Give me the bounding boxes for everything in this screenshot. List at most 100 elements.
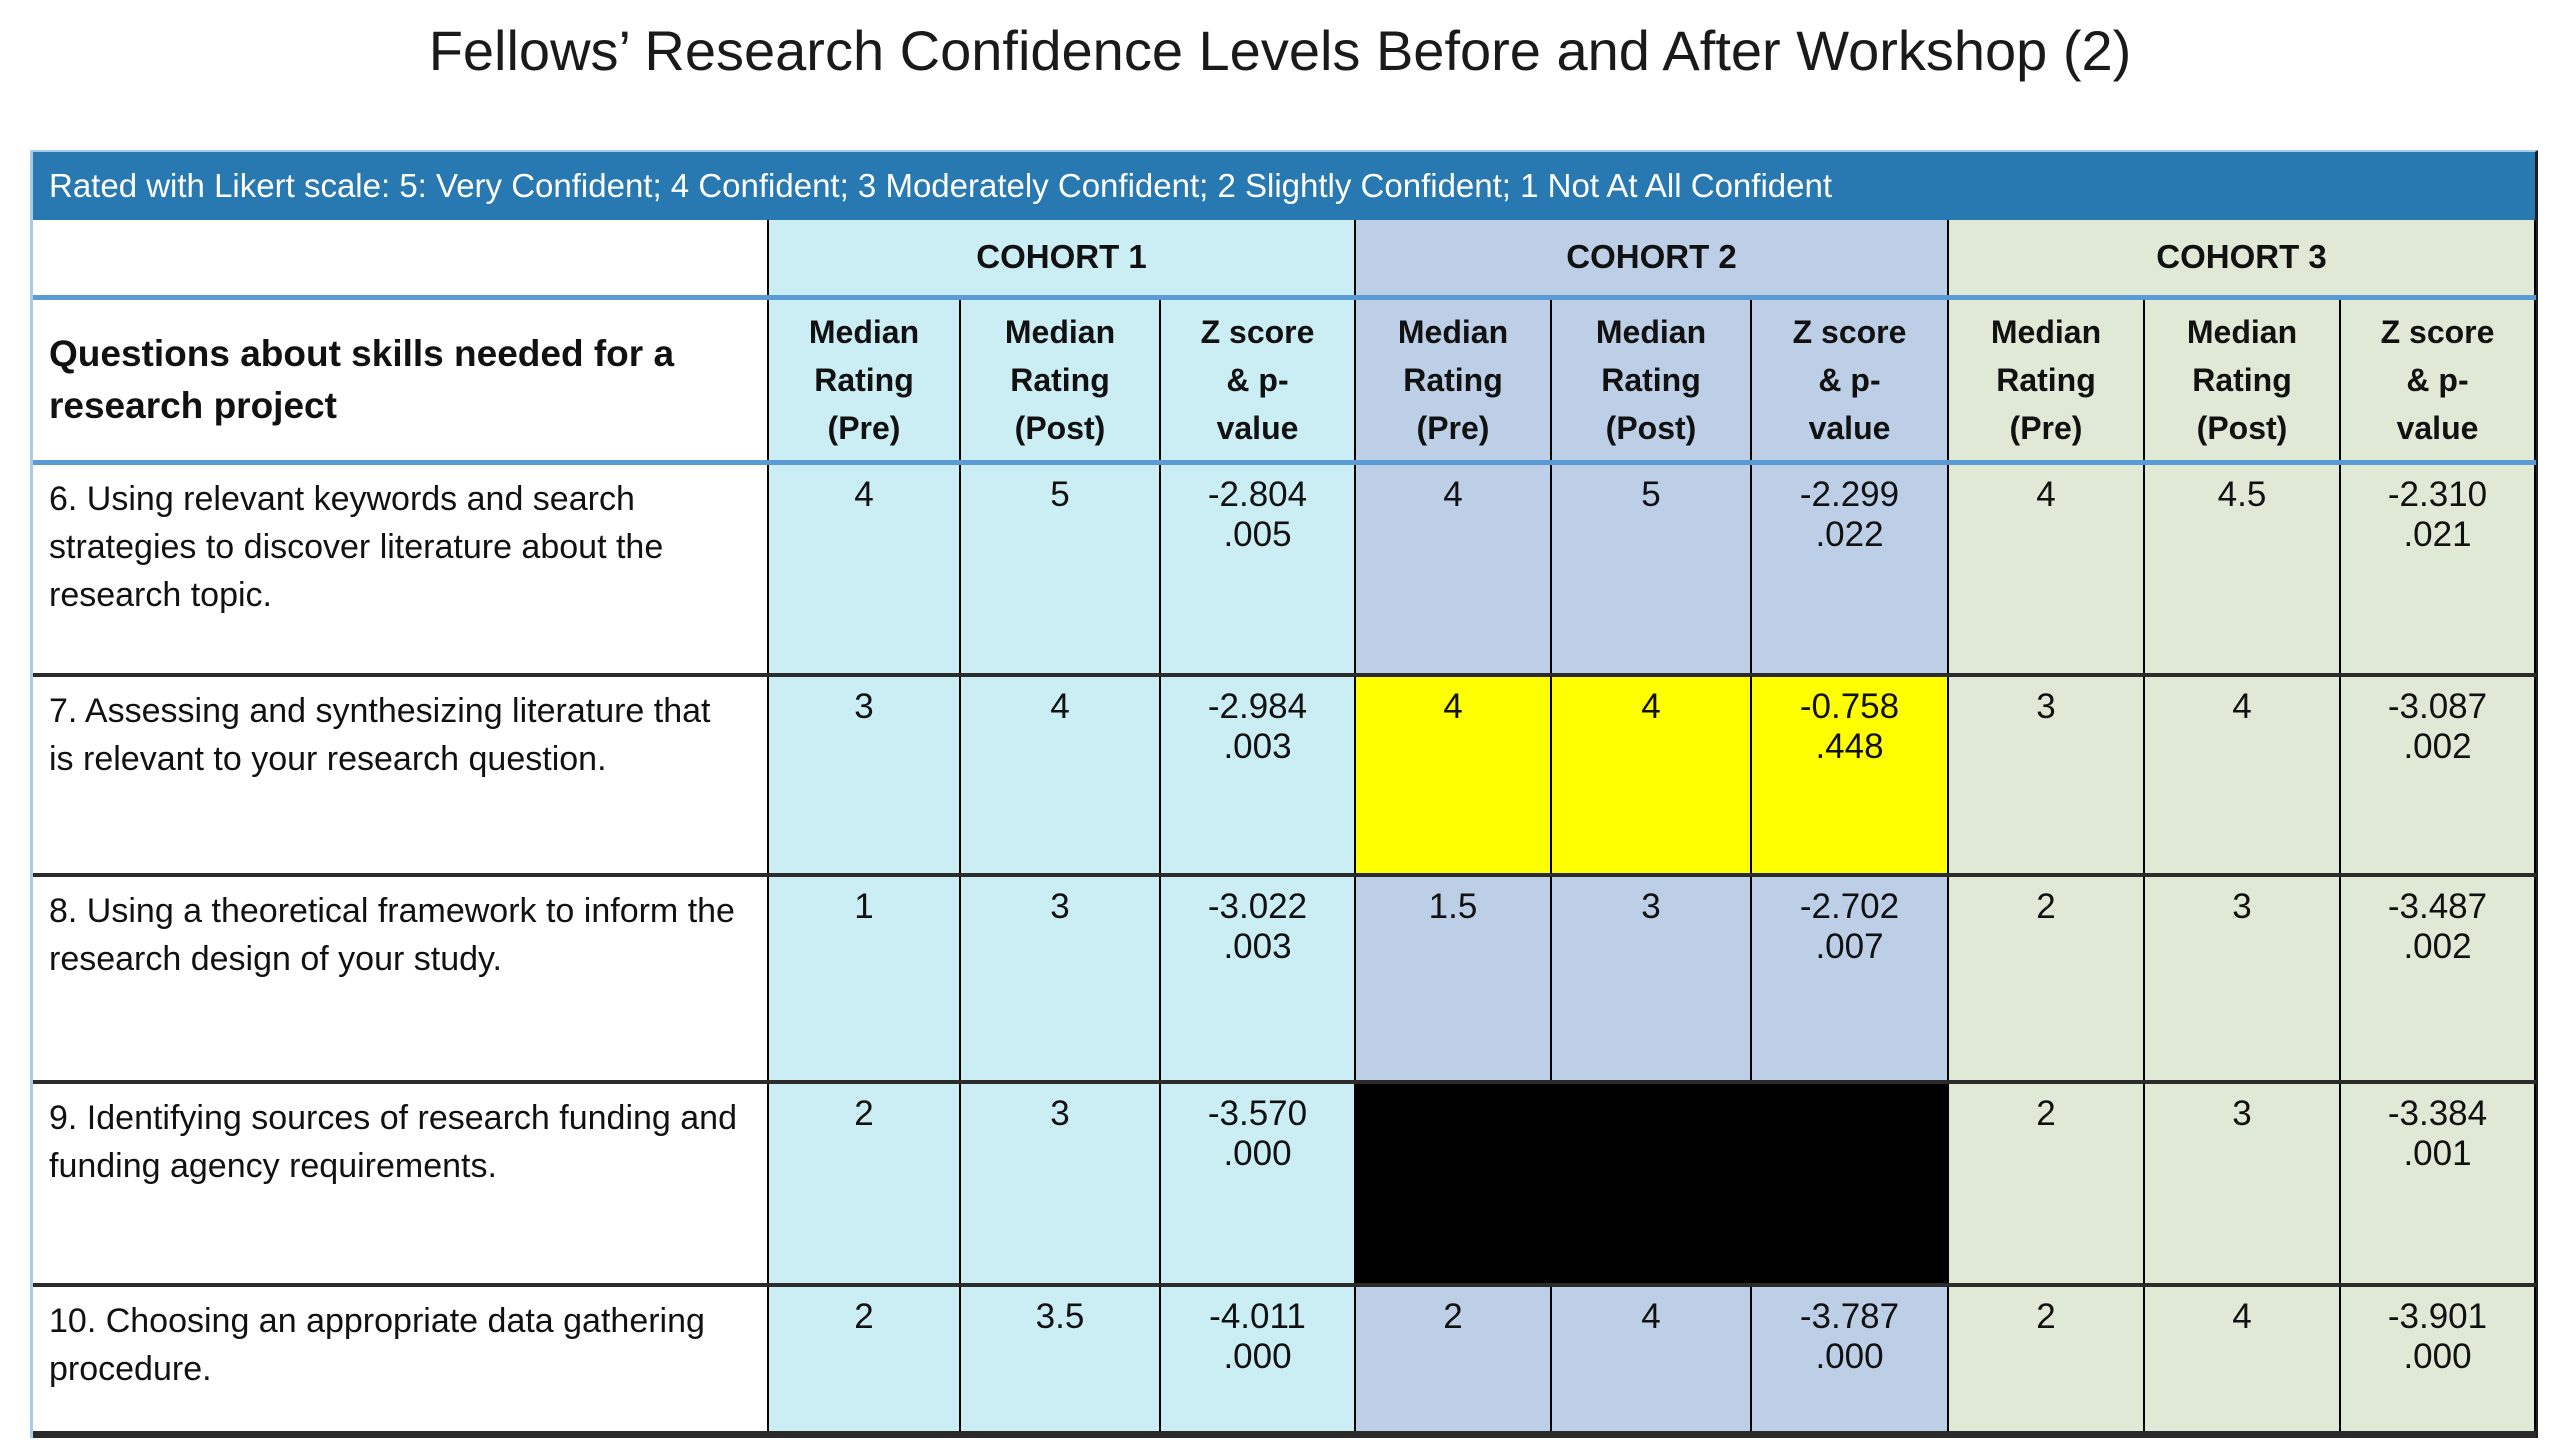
p-value: .000 bbox=[1223, 1337, 1292, 1376]
p-value: .003 bbox=[1223, 927, 1292, 966]
q7-c2-post-highlighted: 4 bbox=[1550, 673, 1752, 876]
q9-c2-post-redacted-cell bbox=[1550, 1080, 1752, 1286]
likert-scale-note: Rated with Likert scale: 5: Very Confide… bbox=[33, 152, 2535, 220]
p-value: .003 bbox=[1223, 727, 1292, 766]
q10-c1-pre: 2 bbox=[767, 1283, 961, 1438]
p-value: .001 bbox=[2403, 1134, 2472, 1173]
q6-c3-pre: 4 bbox=[1947, 460, 2145, 676]
z-score: -3.787 bbox=[1799, 1297, 1900, 1336]
q9-c1-pre: 2 bbox=[767, 1080, 961, 1286]
q10-c1-post: 3.5 bbox=[959, 1283, 1161, 1438]
p-value: .000 bbox=[1223, 1134, 1292, 1173]
q6-c1-post: 5 bbox=[959, 460, 1161, 676]
c3-zscore-header: Z score & p- value bbox=[2339, 296, 2536, 465]
table-row-q7: 7. Assessing and synthesizing literature… bbox=[33, 673, 2536, 876]
p-value: .002 bbox=[2403, 727, 2472, 766]
confidence-table: Rated with Likert scale: 5: Very Confide… bbox=[30, 150, 2538, 1438]
z-score: -2.310 bbox=[2387, 474, 2488, 514]
z-score: -3.384 bbox=[2387, 1094, 2488, 1133]
corner-cell bbox=[33, 220, 769, 300]
q6-c3-post: 4.5 bbox=[2143, 460, 2341, 676]
c1-zscore-header: Z score & p- value bbox=[1159, 296, 1356, 465]
cohort3-header: COHORT 3 bbox=[1947, 220, 2536, 300]
c2-median-pre-header: Median Rating (Pre) bbox=[1354, 296, 1552, 465]
q6-c2-post: 5 bbox=[1550, 460, 1752, 676]
q7-c1-post: 4 bbox=[959, 673, 1161, 876]
p-value: .000 bbox=[1815, 1337, 1884, 1376]
q7-c2-zscore-highlighted: -0.758 .448 bbox=[1750, 673, 1949, 876]
q8-c3-zscore: -3.487 .002 bbox=[2339, 873, 2536, 1083]
c1-median-post-header: Median Rating (Post) bbox=[959, 296, 1161, 465]
page-title: Fellows’ Research Confidence Levels Befo… bbox=[428, 19, 2132, 82]
q9-c2-zscore-redacted-cell bbox=[1750, 1080, 1949, 1286]
z-score: -3.901 bbox=[2387, 1297, 2488, 1336]
q7-c1-pre: 3 bbox=[767, 673, 961, 876]
q8-c2-zscore: -2.702 .007 bbox=[1750, 873, 1949, 1083]
z-score: -2.984 bbox=[1207, 687, 1308, 726]
q9-c3-post: 3 bbox=[2143, 1080, 2341, 1286]
q10-c3-pre: 2 bbox=[1947, 1283, 2145, 1438]
q9-c2-pre-redacted-cell bbox=[1354, 1080, 1552, 1286]
q9-c3-pre: 2 bbox=[1947, 1080, 2145, 1286]
q10-question: 10. Choosing an appropriate data gatheri… bbox=[33, 1283, 769, 1438]
q10-c2-pre: 2 bbox=[1354, 1283, 1552, 1438]
z-score: -0.758 bbox=[1799, 687, 1900, 726]
q10-c3-post: 4 bbox=[2143, 1283, 2341, 1438]
table-row-q6: 6. Using relevant keywords and search st… bbox=[33, 460, 2536, 676]
cohort-header-row: COHORT 1 COHORT 2 COHORT 3 bbox=[33, 220, 2536, 300]
q6-question: 6. Using relevant keywords and search st… bbox=[33, 460, 769, 676]
p-value: .022 bbox=[1815, 514, 1884, 554]
p-value: .002 bbox=[2403, 927, 2472, 966]
c2-zscore-header: Z score & p- value bbox=[1750, 296, 1949, 465]
q7-c3-pre: 3 bbox=[1947, 673, 2145, 876]
p-value: .000 bbox=[2403, 1337, 2472, 1376]
cohort2-header: COHORT 2 bbox=[1354, 220, 1949, 300]
z-score: -3.570 bbox=[1207, 1094, 1308, 1133]
q9-c1-post: 3 bbox=[959, 1080, 1161, 1286]
q6-c2-pre: 4 bbox=[1354, 460, 1552, 676]
z-score: -3.087 bbox=[2387, 687, 2488, 726]
q7-c3-post: 4 bbox=[2143, 673, 2341, 876]
table-row-q9: 9. Identifying sources of research fundi… bbox=[33, 1080, 2536, 1286]
q7-c1-zscore: -2.984 .003 bbox=[1159, 673, 1356, 876]
z-score: -4.011 bbox=[1209, 1297, 1306, 1336]
q10-c2-post: 4 bbox=[1550, 1283, 1752, 1438]
q9-question: 9. Identifying sources of research fundi… bbox=[33, 1080, 769, 1286]
z-score: -3.487 bbox=[2387, 887, 2488, 926]
table-row-q8: 8. Using a theoretical framework to info… bbox=[33, 873, 2536, 1083]
q6-c1-pre: 4 bbox=[767, 460, 961, 676]
q10-c3-zscore: -3.901 .000 bbox=[2339, 1283, 2536, 1438]
q8-c3-pre: 2 bbox=[1947, 873, 2145, 1083]
z-score: -3.022 bbox=[1207, 887, 1308, 926]
column-header-row: Questions about skills needed for a rese… bbox=[33, 296, 2536, 465]
data-table: COHORT 1 COHORT 2 COHORT 3 Questions abo… bbox=[33, 220, 2536, 1438]
q8-c3-post: 3 bbox=[2143, 873, 2341, 1083]
q7-c2-pre-highlighted: 4 bbox=[1354, 673, 1552, 876]
q7-c3-zscore: -3.087 .002 bbox=[2339, 673, 2536, 876]
c1-median-pre-header: Median Rating (Pre) bbox=[767, 296, 961, 465]
table-row-q10: 10. Choosing an appropriate data gatheri… bbox=[33, 1283, 2536, 1438]
z-score: -2.804 bbox=[1207, 474, 1308, 514]
c3-median-post-header: Median Rating (Post) bbox=[2143, 296, 2341, 465]
p-value: .007 bbox=[1815, 927, 1884, 966]
z-score: -2.702 bbox=[1799, 887, 1900, 926]
q8-c1-post: 3 bbox=[959, 873, 1161, 1083]
q8-question: 8. Using a theoretical framework to info… bbox=[33, 873, 769, 1083]
q6-c1-zscore: -2.804 .005 bbox=[1159, 460, 1356, 676]
cohort1-header: COHORT 1 bbox=[767, 220, 1356, 300]
q6-c2-zscore: -2.299 .022 bbox=[1750, 460, 1949, 676]
p-value: .021 bbox=[2403, 514, 2472, 554]
c3-median-pre-header: Median Rating (Pre) bbox=[1947, 296, 2145, 465]
question-column-header: Questions about skills needed for a rese… bbox=[33, 296, 769, 465]
q6-c3-zscore: -2.310 .021 bbox=[2339, 460, 2536, 676]
c2-median-post-header: Median Rating (Post) bbox=[1550, 296, 1752, 465]
q8-c1-zscore: -3.022 .003 bbox=[1159, 873, 1356, 1083]
q8-c2-pre: 1.5 bbox=[1354, 873, 1552, 1083]
p-value: .005 bbox=[1223, 514, 1292, 554]
q8-c1-pre: 1 bbox=[767, 873, 961, 1083]
q9-c1-zscore: -3.570 .000 bbox=[1159, 1080, 1356, 1286]
q8-c2-post: 3 bbox=[1550, 873, 1752, 1083]
q7-question: 7. Assessing and synthesizing literature… bbox=[33, 673, 769, 876]
q9-c3-zscore: -3.384 .001 bbox=[2339, 1080, 2536, 1286]
